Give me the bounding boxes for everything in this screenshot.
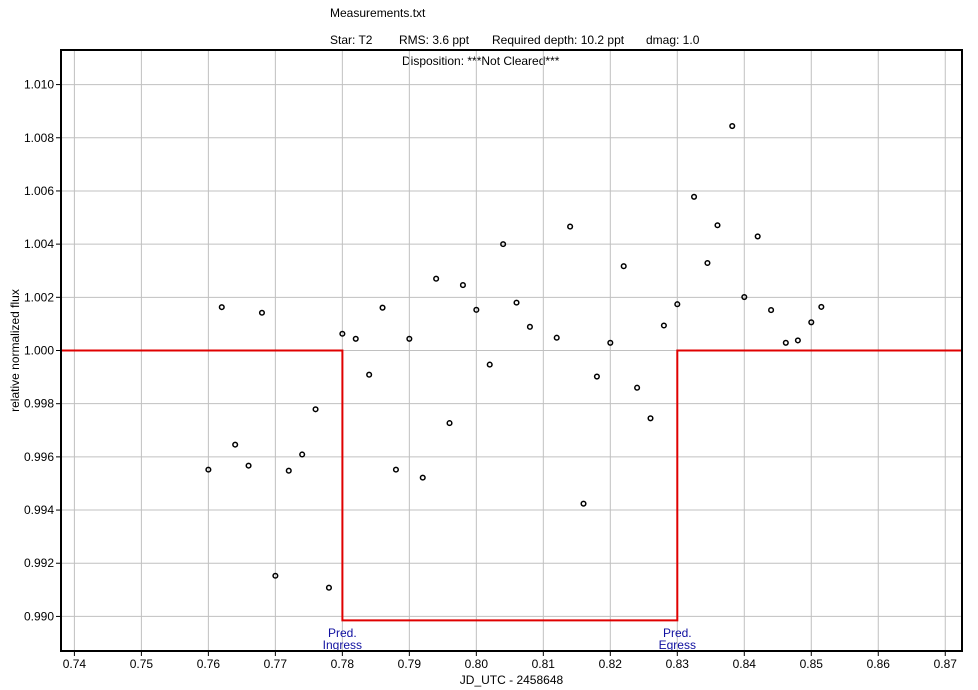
x-tick-label: 0.82 — [599, 657, 623, 671]
y-tick-label: 1.008 — [24, 131, 54, 145]
data-point — [593, 373, 600, 380]
x-tick-label: 0.81 — [532, 657, 556, 671]
data-point — [285, 467, 292, 474]
chart-filename: Measurements.txt — [330, 6, 426, 20]
x-tick-label: 0.83 — [666, 657, 690, 671]
data-point — [794, 337, 801, 344]
data-point — [486, 361, 493, 368]
data-point — [325, 584, 333, 591]
data-point — [647, 415, 654, 422]
data-point — [513, 299, 520, 306]
data-point — [729, 123, 736, 130]
data-point — [419, 474, 426, 481]
model-series — [61, 349, 962, 622]
annotation-line1: Pred. — [663, 626, 692, 640]
x-axis-label: JD_UTC - 2458648 — [460, 673, 564, 687]
disposition-label: Disposition: ***Not Cleared*** — [402, 54, 560, 68]
data-point — [500, 241, 507, 248]
x-tick-label: 0.86 — [867, 657, 891, 671]
x-tick-label: 0.84 — [733, 657, 757, 671]
y-tick-label: 0.996 — [24, 450, 54, 464]
model-line — [61, 349, 962, 622]
x-tick-label: 0.74 — [63, 657, 87, 671]
data-point — [366, 371, 373, 378]
data-point — [620, 263, 627, 270]
data-point — [782, 339, 789, 346]
data-point — [392, 466, 399, 473]
data-point — [704, 259, 711, 267]
data-point — [272, 572, 279, 579]
data-point — [379, 304, 386, 311]
y-tick-label: 0.998 — [24, 397, 54, 411]
annotation-line2: Ingress — [323, 638, 362, 652]
y-tick-label: 1.004 — [24, 237, 54, 251]
annotation-line2: Egress — [659, 638, 696, 652]
annotation-line1: Pred. — [328, 626, 357, 640]
data-point — [553, 334, 560, 341]
data-point — [741, 293, 748, 301]
data-point — [674, 301, 681, 308]
data-point — [352, 335, 359, 342]
data-point — [433, 275, 440, 282]
required-depth-label: Required depth: 10.2 ppt — [492, 33, 625, 47]
data-point — [808, 319, 815, 326]
data-point — [768, 307, 775, 314]
data-point — [818, 303, 825, 310]
x-tick-label: 0.87 — [934, 657, 958, 671]
data-point — [567, 223, 574, 230]
data-point — [245, 462, 252, 469]
y-tick-label: 1.000 — [24, 344, 54, 358]
data-point — [258, 309, 266, 316]
x-tick-label: 0.79 — [398, 657, 422, 671]
plot-frame — [60, 49, 963, 652]
data-point — [714, 222, 721, 229]
data-point — [205, 466, 212, 473]
data-point — [634, 384, 641, 391]
x-tick-label: 0.85 — [800, 657, 824, 671]
x-axis-ticks: 0.74 0.75 0.76 0.77 0.78 0.79 0.80 0.81 0.82 0.83… — [63, 651, 958, 671]
y-tick-label: 1.010 — [24, 78, 54, 92]
data-point — [459, 282, 466, 289]
data-point — [526, 323, 533, 330]
data-point — [473, 306, 480, 313]
data-point — [339, 330, 346, 337]
x-tick-label: 0.75 — [130, 657, 154, 671]
dmag-label: dmag: 1.0 — [646, 33, 700, 47]
measurement-points — [205, 123, 825, 591]
data-point — [580, 500, 587, 507]
x-tick-label: 0.80 — [465, 657, 489, 671]
y-axis-ticks: 0.990 0.992 0.994 0.996 0.998 1.000 1.002 1.004… — [24, 78, 61, 623]
data-point — [312, 406, 319, 413]
rms-label: RMS: 3.6 ppt — [399, 33, 470, 47]
x-tick-label: 0.78 — [331, 657, 355, 671]
data-point — [754, 233, 761, 240]
data-point — [218, 304, 225, 311]
data-point — [690, 193, 698, 200]
data-point — [607, 339, 614, 346]
y-tick-label: 1.006 — [24, 184, 54, 198]
y-axis-label: relative normalized flux — [8, 289, 22, 412]
data-point — [406, 335, 413, 342]
x-tick-label: 0.76 — [197, 657, 221, 671]
data-point — [299, 451, 306, 458]
y-tick-label: 0.994 — [24, 503, 54, 517]
y-tick-label: 0.992 — [24, 556, 54, 570]
data-point — [660, 322, 667, 329]
star-label: Star: T2 — [330, 33, 373, 47]
data-point — [446, 420, 453, 427]
y-tick-label: 0.990 — [24, 609, 54, 623]
x-tick-label: 0.77 — [264, 657, 288, 671]
data-point — [232, 441, 239, 448]
y-tick-label: 1.002 — [24, 290, 54, 304]
